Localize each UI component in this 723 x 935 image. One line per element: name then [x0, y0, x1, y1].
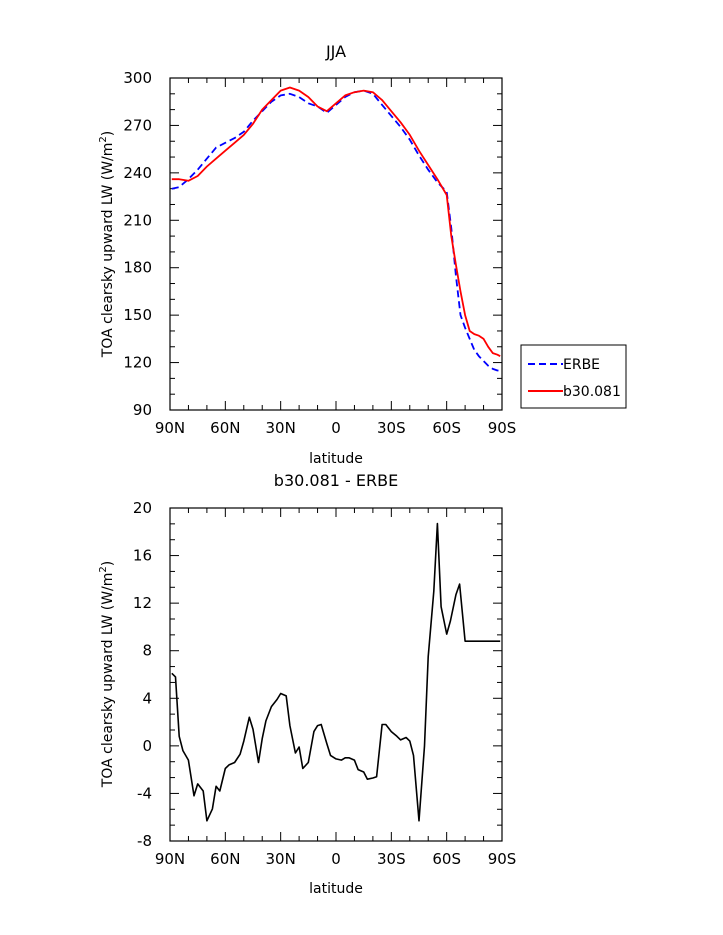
- bottom-axis-ticks: 90N 60N 30N 0 30S 60S 90S -8 -4 0 4 8 12 16 20: [133, 499, 516, 868]
- bottom-y-tick-label: 0: [142, 737, 152, 755]
- top-x-tick-label: 60S: [432, 419, 461, 437]
- bottom-series-line-0: [171, 522, 501, 822]
- top-axis-ticks: 90N 60N 30N 0 30S 60S 90S 90 120 150 180 210 240 270 3…: [123, 69, 516, 437]
- top-x-tick-label: 30N: [266, 419, 296, 437]
- bottom-y-tick-label: 16: [133, 547, 152, 565]
- top-y-tick-label: 150: [123, 306, 152, 324]
- top-y-tick-label: 180: [123, 259, 152, 277]
- top-y-tick-label: 210: [123, 211, 152, 229]
- bottom-y-tick-label: 12: [133, 594, 152, 612]
- bottom-x-tick-label: 60S: [432, 850, 461, 868]
- top-series-group: [171, 86, 501, 372]
- top-chart: JJA 90N 60N 30N 0 30S 60S 90S 90 120 150 180 210 240…: [98, 42, 627, 467]
- top-y-tick-label: 300: [123, 69, 152, 87]
- top-x-tick-label: 60N: [210, 419, 240, 437]
- top-y-tick-label: 90: [133, 401, 152, 419]
- top-y-tick-label: 270: [123, 116, 152, 134]
- bottom-y-tick-label: -8: [137, 832, 152, 850]
- bottom-x-tick-label: 60N: [210, 850, 240, 868]
- bottom-y-tick-label: 4: [142, 689, 152, 707]
- top-series-line-b30-081: [171, 86, 501, 357]
- top-y-tick-label: 240: [123, 164, 152, 182]
- bottom-x-tick-label: 30N: [266, 850, 296, 868]
- bottom-x-tick-label: 90S: [488, 850, 517, 868]
- bottom-x-tick-label: 90N: [155, 850, 185, 868]
- bottom-chart-title: b30.081 - ERBE: [274, 471, 398, 490]
- top-x-tick-label: 0: [331, 419, 341, 437]
- legend-b30-label: b30.081: [563, 384, 621, 400]
- bottom-x-axis-label: latitude: [309, 881, 363, 897]
- legend-frame: [520, 344, 627, 409]
- bottom-y-tick-label: 8: [142, 642, 152, 660]
- bottom-chart: b30.081 - ERBE 90N 60N 30N 0 30S 60S 90S -8 -4 0 4…: [98, 471, 516, 897]
- bottom-x-tick-label: 30S: [377, 850, 406, 868]
- top-x-tick-label: 90N: [155, 419, 185, 437]
- top-x-axis-label: latitude: [309, 451, 363, 467]
- bottom-series-group: [171, 522, 501, 822]
- bottom-y-axis-label: TOA clearsky upward LW (W/m2): [98, 561, 116, 788]
- bottom-y-tick-label: 20: [133, 499, 152, 517]
- top-y-axis-label: TOA clearsky upward LW (W/m2): [98, 131, 116, 358]
- top-series-line-erbe: [171, 89, 501, 372]
- legend-erbe-label: ERBE: [563, 357, 600, 373]
- top-chart-title: JJA: [325, 42, 346, 61]
- bottom-y-tick-label: -4: [137, 784, 152, 802]
- bottom-x-tick-label: 0: [331, 850, 341, 868]
- top-x-tick-label: 90S: [488, 419, 517, 437]
- legend: ERBE b30.081: [520, 344, 627, 409]
- top-x-tick-label: 30S: [377, 419, 406, 437]
- top-y-tick-label: 120: [123, 354, 152, 372]
